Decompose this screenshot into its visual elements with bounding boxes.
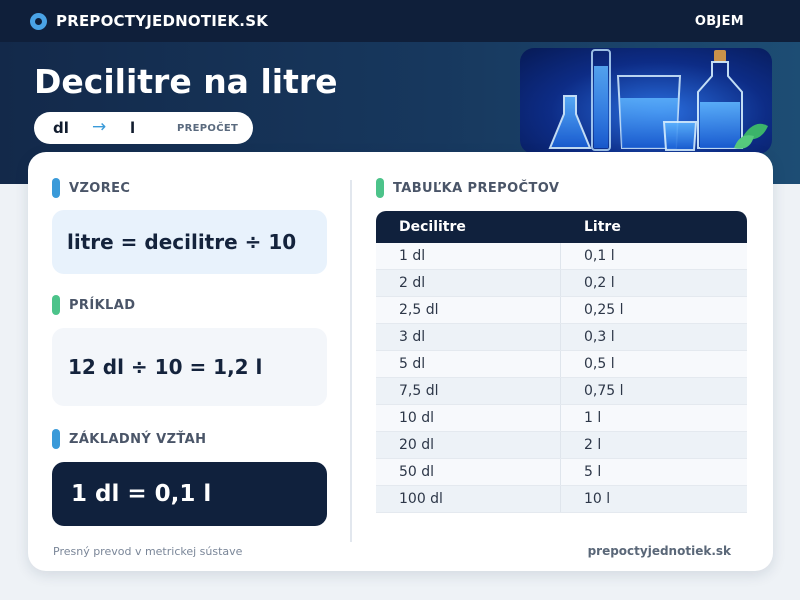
cell-litre: 2 l (584, 437, 602, 453)
arrow-right-icon: → (92, 117, 107, 137)
footer-site-link[interactable]: prepoctyjednotiek.sk (587, 544, 731, 558)
cell-decilitre: 1 dl (376, 243, 561, 269)
example-heading-text: PRÍKLAD (69, 297, 136, 313)
table-header: Decilitre Litre (376, 211, 747, 243)
table-row: 50 dl 5 l (376, 459, 747, 486)
lab-glassware-illustration (548, 49, 768, 151)
cell-litre: 0,2 l (584, 275, 615, 291)
table-heading-text: TABUĽKA PREPOČTOV (393, 180, 560, 196)
cell-litre: 0,5 l (584, 356, 615, 372)
formula-heading-text: VZOREC (69, 180, 131, 196)
table-row: 20 dl 2 l (376, 432, 747, 459)
cell-decilitre: 10 dl (376, 405, 561, 431)
accent-bar (52, 178, 60, 198)
cell-litre: 1 l (584, 410, 602, 426)
table-row: 2,5 dl 0,25 l (376, 297, 747, 324)
table-row: 10 dl 1 l (376, 405, 747, 432)
formula-box: litre = decilitre ÷ 10 (52, 210, 327, 274)
column-header-decilitre: Decilitre (399, 219, 466, 235)
cell-litre: 0,1 l (584, 248, 615, 264)
column-divider (350, 180, 352, 542)
formula-heading: VZOREC (52, 178, 130, 198)
cell-litre: 10 l (584, 491, 611, 507)
base-heading-text: ZÁKLADNÝ VZŤAH (69, 431, 207, 447)
column-header-litre: Litre (584, 219, 621, 235)
brand-logo-link[interactable]: PREPOCTYJEDNOTIEK.SK (30, 12, 268, 30)
accent-bar (52, 295, 60, 315)
table-row: 2 dl 0,2 l (376, 270, 747, 297)
accent-bar (376, 178, 384, 198)
base-heading: ZÁKLADNÝ VZŤAH (52, 429, 206, 449)
cell-decilitre: 2,5 dl (376, 297, 561, 323)
cell-decilitre: 3 dl (376, 324, 561, 350)
table-heading: TABUĽKA PREPOČTOV (376, 178, 559, 198)
cell-litre: 0,3 l (584, 329, 615, 345)
cell-decilitre: 20 dl (376, 432, 561, 458)
conversion-pill: dl → l PREPOČET (34, 112, 253, 144)
from-unit: dl (53, 119, 69, 137)
cell-decilitre: 7,5 dl (376, 378, 561, 404)
cell-decilitre: 100 dl (376, 486, 561, 512)
example-heading: PRÍKLAD (52, 295, 135, 315)
table-row: 3 dl 0,3 l (376, 324, 747, 351)
table-body: 1 dl 0,1 l 2 dl 0,2 l 2,5 dl 0,25 l 3 dl 0,3 l 5… (376, 243, 747, 513)
table-row: 1 dl 0,1 l (376, 243, 747, 270)
converter-card: VZOREC litre = decilitre ÷ 10 PRÍKLAD 12… (28, 152, 773, 571)
conversion-table: Decilitre Litre 1 dl 0,1 l 2 dl 0,2 l 2,5 dl… (376, 211, 747, 513)
conversion-label: PREPOČET (177, 122, 239, 134)
base-relation-box: 1 dl = 0,1 l (52, 462, 327, 526)
cell-decilitre: 2 dl (376, 270, 561, 296)
page-title: Decilitre na litre (34, 62, 338, 101)
table-row: 7,5 dl 0,75 l (376, 378, 747, 405)
example-box: 12 dl ÷ 10 = 1,2 l (52, 328, 327, 406)
cell-decilitre: 5 dl (376, 351, 561, 377)
accent-bar (52, 429, 60, 449)
nav-link-objem[interactable]: OBJEM (694, 13, 744, 29)
table-row: 100 dl 10 l (376, 486, 747, 513)
cell-litre: 0,75 l (584, 383, 624, 399)
top-navbar: PREPOCTYJEDNOTIEK.SK OBJEM (0, 0, 800, 42)
footer-note: Presný prevod v metrickej sústave (53, 545, 243, 558)
cell-decilitre: 50 dl (376, 459, 561, 485)
brand-name: PREPOCTYJEDNOTIEK.SK (56, 12, 269, 30)
table-row: 5 dl 0,5 l (376, 351, 747, 378)
to-unit: l (130, 119, 136, 137)
logo-icon (30, 12, 47, 30)
cell-litre: 0,25 l (584, 302, 624, 318)
cell-litre: 5 l (584, 464, 602, 480)
lab-glassware-image (520, 48, 772, 154)
